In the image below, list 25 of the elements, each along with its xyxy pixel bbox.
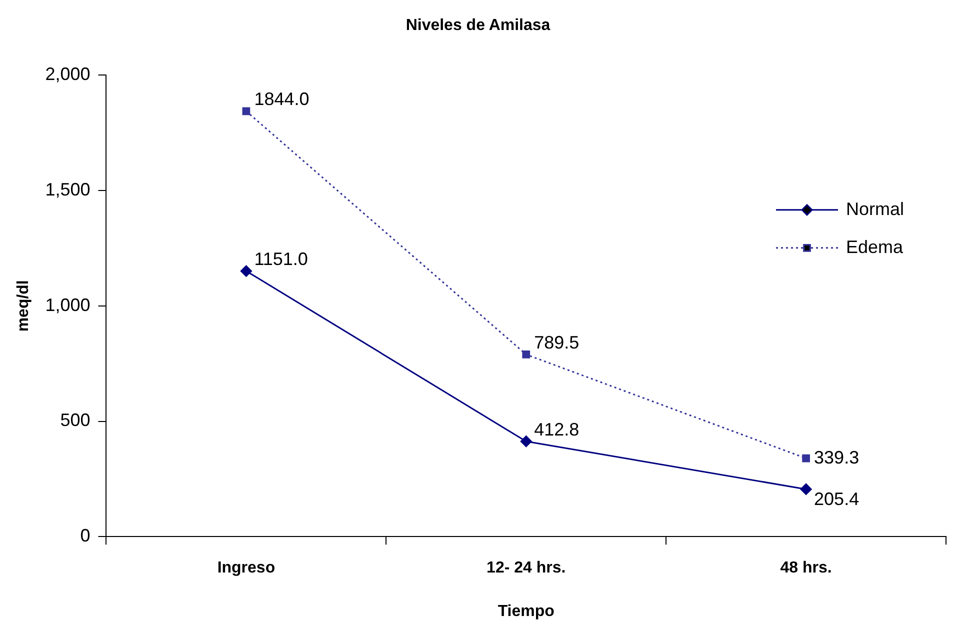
x-tick-label: 48 hrs. bbox=[780, 560, 832, 577]
data-label: 205.4 bbox=[814, 489, 860, 510]
y-tick-label: 0 bbox=[80, 526, 90, 546]
point bbox=[802, 454, 810, 462]
y-tick-label: 1,000 bbox=[45, 294, 90, 315]
x-tick-label: Ingreso bbox=[217, 560, 276, 577]
y-tick-label: 1,500 bbox=[45, 180, 90, 200]
point bbox=[800, 483, 812, 495]
data-label: 1151.0 bbox=[254, 249, 308, 270]
point bbox=[522, 350, 530, 358]
y-tick-label: 500 bbox=[60, 410, 90, 430]
y-tick-label: 2,000 bbox=[45, 64, 90, 84]
x-axis-title: Tiempo bbox=[498, 602, 555, 620]
x-tick-label: 12- 24 hrs. bbox=[486, 560, 566, 577]
chart-title: Niveles de Amilasa bbox=[406, 17, 550, 34]
point bbox=[242, 107, 250, 116]
point bbox=[240, 265, 252, 277]
legend-label: Normal bbox=[846, 198, 904, 219]
data-label: 339.3 bbox=[814, 447, 860, 468]
data-label: 412.8 bbox=[534, 419, 580, 440]
legend-label: Edema bbox=[846, 236, 904, 257]
point bbox=[520, 436, 532, 448]
y-axis-title: meq/dl bbox=[15, 280, 32, 332]
data-label: 789.5 bbox=[534, 332, 580, 352]
data-label: 1844.0 bbox=[254, 89, 310, 110]
